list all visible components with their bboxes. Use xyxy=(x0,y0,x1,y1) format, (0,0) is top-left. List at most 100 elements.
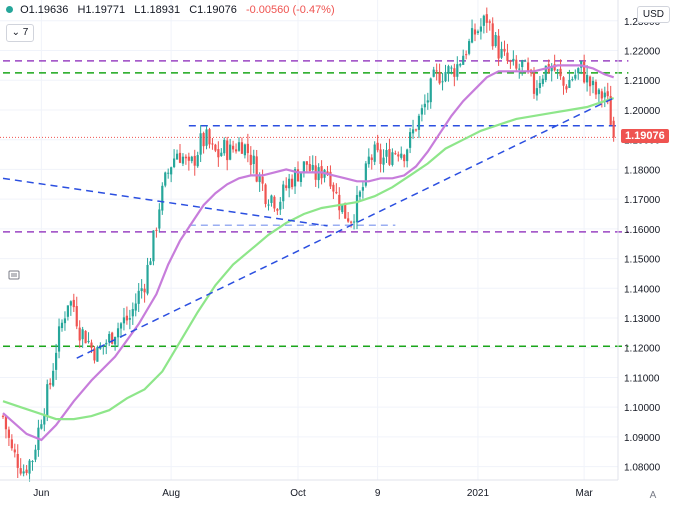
candle-body xyxy=(193,155,196,166)
candle-body xyxy=(164,172,167,186)
candle-body xyxy=(612,120,615,138)
candle-body xyxy=(93,348,96,361)
candle-body xyxy=(10,439,13,449)
candle-body xyxy=(364,163,367,186)
currency-label[interactable]: USD xyxy=(636,6,670,23)
candle-body xyxy=(270,195,273,203)
candle-body xyxy=(90,342,93,348)
candle-body xyxy=(173,158,176,168)
candle-body xyxy=(261,176,264,184)
candle-body xyxy=(400,153,403,158)
y-tick-label: 1.17000 xyxy=(624,195,661,206)
candle-body xyxy=(208,129,211,145)
candle-body xyxy=(411,129,415,134)
candle-body xyxy=(296,169,300,182)
candle-body xyxy=(202,132,205,147)
candle-body xyxy=(63,318,67,324)
candle-body xyxy=(597,89,600,95)
candle-body xyxy=(453,68,456,77)
trend-line xyxy=(76,97,614,359)
candle-body xyxy=(69,301,72,306)
change-value: -0.00560 (-0.47%) xyxy=(245,4,335,16)
candle-body xyxy=(435,70,438,72)
candle-body xyxy=(308,164,311,171)
candle-body xyxy=(187,156,190,161)
candle-body xyxy=(317,167,320,181)
candle-body xyxy=(293,169,297,187)
candle-body xyxy=(441,81,444,83)
candle-body xyxy=(140,288,143,292)
y-tick-label: 1.14000 xyxy=(624,284,661,295)
candle-body xyxy=(131,309,134,317)
candle-body xyxy=(429,78,432,103)
candle-body xyxy=(476,31,480,33)
candle-body xyxy=(199,133,202,155)
candle-body xyxy=(468,41,471,54)
candle-body xyxy=(299,171,303,182)
candle-body xyxy=(335,191,338,194)
candle-body xyxy=(125,315,128,321)
candle-body xyxy=(512,58,515,62)
candle-body xyxy=(503,48,506,52)
moving-average-line xyxy=(2,97,615,421)
candle-body xyxy=(258,175,261,183)
candle-body xyxy=(409,132,412,148)
x-tick-label: Aug xyxy=(162,488,180,499)
candle-body xyxy=(538,83,541,88)
candle-body xyxy=(559,68,562,77)
candle-body xyxy=(606,91,609,97)
candle-body xyxy=(376,142,379,151)
candle-body xyxy=(556,69,559,71)
candle-body xyxy=(506,52,509,61)
candle-body xyxy=(302,161,305,173)
candle-body xyxy=(78,327,81,341)
candle-body xyxy=(158,209,161,229)
candle-body xyxy=(52,370,55,386)
candle-body xyxy=(264,184,267,205)
candle-body xyxy=(361,187,364,191)
auto-scale-icon[interactable]: A xyxy=(646,487,660,501)
candle-body xyxy=(355,195,359,223)
candle-body xyxy=(119,323,123,329)
candle-body xyxy=(128,318,131,320)
candle-body xyxy=(111,332,114,344)
candle-body xyxy=(571,79,574,81)
candle-body xyxy=(347,218,350,222)
y-tick-label: 1.18000 xyxy=(624,165,661,176)
candle-body xyxy=(205,129,208,146)
candle-body xyxy=(509,60,512,62)
candle-body xyxy=(22,471,25,474)
candle-body xyxy=(373,144,376,162)
candle-body xyxy=(25,469,28,473)
moving-average-line xyxy=(2,64,615,442)
candle-body xyxy=(470,28,474,43)
candle-body xyxy=(190,156,193,162)
candle-body xyxy=(403,154,406,162)
candle-body xyxy=(438,71,441,84)
candle-body xyxy=(550,65,553,72)
candle-body xyxy=(385,150,388,157)
lock-icon[interactable] xyxy=(7,268,21,282)
candle-body xyxy=(577,68,580,74)
candle-body xyxy=(232,145,235,150)
candle-body xyxy=(114,336,117,345)
candle-body xyxy=(134,303,137,311)
indicators-toggle-button[interactable]: ⌄ 7 xyxy=(6,24,34,42)
candle-body xyxy=(16,453,19,468)
candle-body xyxy=(66,305,69,317)
candle-body xyxy=(568,79,571,88)
candle-body xyxy=(370,157,373,161)
candle-body xyxy=(535,88,539,96)
y-tick-label: 1.15000 xyxy=(624,255,661,266)
candle-body xyxy=(196,155,199,167)
candle-body xyxy=(432,69,435,77)
candle-body xyxy=(358,191,362,197)
x-tick-label: 9 xyxy=(375,488,381,499)
candle-body xyxy=(178,152,182,163)
y-tick-label: 1.12000 xyxy=(624,344,661,355)
candle-body xyxy=(246,143,249,154)
y-tick-label: 1.13000 xyxy=(624,314,661,325)
y-tick-label: 1.10000 xyxy=(624,403,661,414)
